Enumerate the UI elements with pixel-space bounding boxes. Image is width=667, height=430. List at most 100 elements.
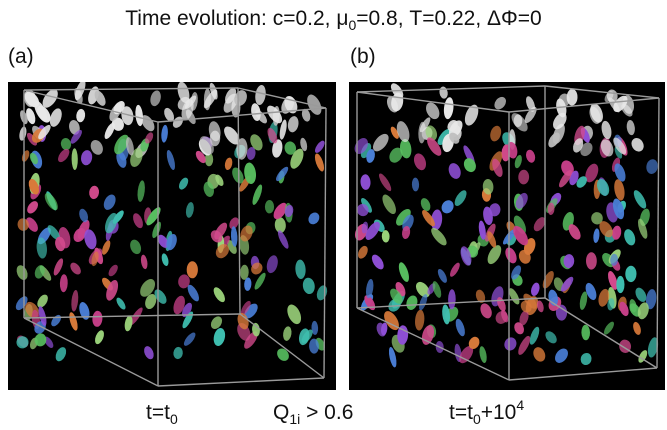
molecule-ellipsoid xyxy=(533,217,546,232)
box-edge xyxy=(237,87,327,109)
molecule-ellipsoid xyxy=(638,218,648,239)
molecule-ellipsoid xyxy=(475,289,486,303)
molecule-ellipsoid xyxy=(597,178,610,196)
molecule-ellipsoid xyxy=(515,192,528,209)
molecule-ellipsoid xyxy=(442,304,451,325)
molecule-ellipsoid xyxy=(277,230,289,249)
molecule-ellipsoid xyxy=(166,150,176,170)
box-edge xyxy=(356,91,510,113)
molecule-ellipsoid xyxy=(556,98,567,118)
molecule-ellipsoid xyxy=(613,137,627,155)
molecule-ellipsoid xyxy=(213,328,226,346)
molecule-ellipsoid xyxy=(49,108,62,127)
molecule-ellipsoid xyxy=(314,140,325,153)
molecule-ellipsoid xyxy=(591,212,603,225)
molecule-ellipsoid xyxy=(42,89,58,108)
molecule-ellipsoid xyxy=(366,149,375,163)
molecule-ellipsoid xyxy=(600,139,614,157)
molecule-ellipsoid xyxy=(624,229,636,246)
molecule-ellipsoid xyxy=(273,202,287,220)
box-edge xyxy=(23,89,159,123)
molecule-ellipsoid xyxy=(44,336,54,348)
molecule-ellipsoid xyxy=(24,91,40,108)
molecule-ellipsoid xyxy=(614,179,625,201)
molecule-ellipsoid xyxy=(553,277,564,292)
molecule-ellipsoid xyxy=(84,229,97,250)
molecule-ellipsoid xyxy=(250,134,263,151)
box-edge xyxy=(356,307,510,381)
molecule-ellipsoid xyxy=(152,221,161,239)
molecule-ellipsoid xyxy=(487,245,502,265)
panel-b-render xyxy=(349,82,665,390)
molecule-ellipsoid xyxy=(593,228,600,243)
molecule-ellipsoid xyxy=(277,348,289,361)
panel-a-label: (a) xyxy=(8,45,34,68)
molecule-ellipsoid xyxy=(437,268,447,283)
molecule-ellipsoid xyxy=(70,262,81,275)
molecule-ellipsoid xyxy=(272,139,283,158)
molecule-ellipsoid xyxy=(60,138,72,151)
molecule-ellipsoid xyxy=(108,264,118,277)
molecule-ellipsoid xyxy=(244,162,257,185)
panel-b-label: (b) xyxy=(350,45,376,68)
molecule-ellipsoid xyxy=(519,310,529,326)
box-edge xyxy=(508,367,658,381)
molecule-ellipsoid xyxy=(76,108,86,123)
molecule-ellipsoid xyxy=(450,262,460,277)
molecule-ellipsoid xyxy=(225,87,237,104)
molecule-ellipsoid xyxy=(513,215,526,235)
molecule-ellipsoid xyxy=(614,163,626,182)
molecule-ellipsoid xyxy=(441,200,454,214)
molecule-ellipsoid xyxy=(244,277,252,291)
molecule-ellipsoid xyxy=(365,221,380,240)
molecule-ellipsoid xyxy=(388,347,397,368)
molecule-ellipsoid xyxy=(290,148,304,169)
molecule-ellipsoid xyxy=(536,300,544,313)
molecule-ellipsoid xyxy=(37,105,51,123)
box-edge xyxy=(323,107,327,379)
molecule-ellipsoid xyxy=(224,126,240,145)
molecule-ellipsoid xyxy=(425,125,438,141)
molecule-ellipsoid xyxy=(302,277,315,295)
molecule-ellipsoid xyxy=(439,86,448,99)
molecule-ellipsoid xyxy=(71,290,79,312)
molecule-ellipsoid xyxy=(419,117,431,133)
threshold-caption: Q1i > 0.6 xyxy=(273,400,353,426)
molecule-ellipsoid xyxy=(400,139,412,159)
molecule-ellipsoid xyxy=(455,318,465,337)
molecule-ellipsoid xyxy=(146,207,161,226)
molecule-ellipsoid xyxy=(398,262,409,282)
molecule-ellipsoid xyxy=(267,105,283,124)
molecule-ellipsoid xyxy=(209,82,218,100)
molecule-ellipsoid xyxy=(415,309,425,331)
molecule-ellipsoid xyxy=(638,350,648,363)
molecule-ellipsoid xyxy=(619,301,629,317)
molecule-ellipsoid xyxy=(396,121,410,143)
molecule-ellipsoid xyxy=(121,106,134,126)
molecule-ellipsoid xyxy=(173,346,183,360)
molecule-ellipsoid xyxy=(244,303,258,319)
molecule-ellipsoid xyxy=(186,261,198,279)
molecule-ellipsoid xyxy=(287,116,299,133)
molecule-ellipsoid xyxy=(300,137,308,152)
molecule-ellipsoid xyxy=(518,169,530,185)
molecule-ellipsoid xyxy=(422,210,435,227)
molecule-ellipsoid xyxy=(365,278,374,299)
molecule-ellipsoid xyxy=(140,279,156,297)
molecule-ellipsoid xyxy=(116,297,126,310)
molecule-ellipsoid xyxy=(135,104,144,127)
molecule-ellipsoid xyxy=(568,224,581,240)
molecule-ellipsoid xyxy=(579,291,588,310)
molecule-ellipsoid xyxy=(559,170,572,188)
molecule-ellipsoid xyxy=(210,316,223,329)
molecule-ellipsoid xyxy=(71,148,78,170)
molecule-ellipsoid xyxy=(373,133,389,152)
molecule-ellipsoid xyxy=(443,97,454,120)
molecule-ellipsoid xyxy=(91,251,99,267)
molecule-ellipsoid xyxy=(633,190,647,209)
molecule-ellipsoid xyxy=(411,177,420,192)
molecule-ellipsoid xyxy=(34,265,45,279)
molecule-ellipsoid xyxy=(460,246,472,266)
molecule-ellipsoid xyxy=(479,346,487,363)
panel-a-caption: t=t0 xyxy=(146,400,178,426)
